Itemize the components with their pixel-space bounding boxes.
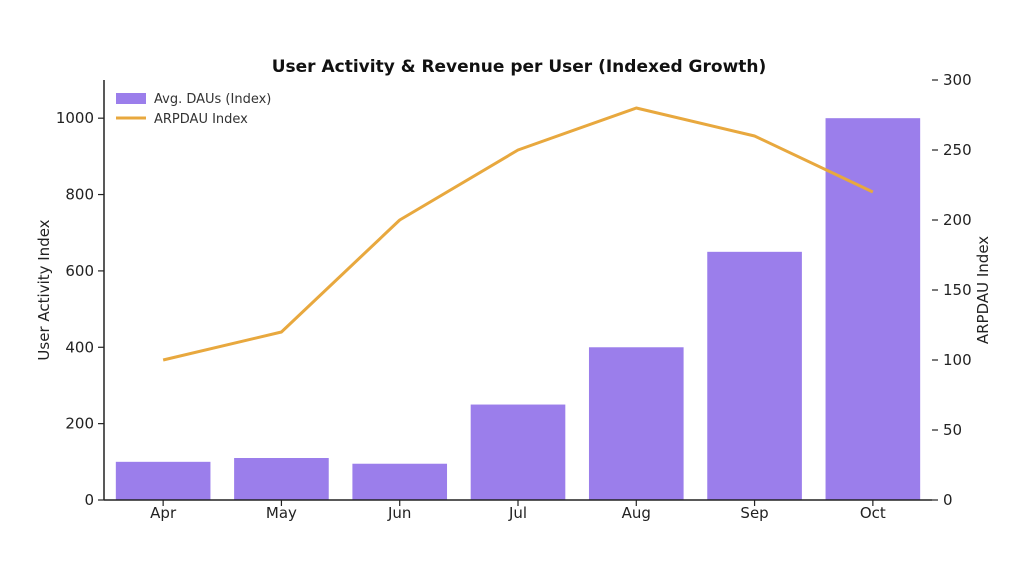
line-series — [162, 106, 874, 362]
x-tick-label: Jun — [387, 504, 411, 522]
bar-series — [115, 118, 921, 500]
tick-labels: 0 200 400 600 800 1000 0 50 100 150 200 250 300 Apr Ma… — [56, 71, 972, 522]
y-right-tick-label: 100 — [943, 351, 972, 369]
y-axis-left-label: User Activity Index — [35, 219, 53, 360]
y-right-tick-label: 200 — [943, 211, 972, 229]
y-right-tick-label: 150 — [943, 281, 972, 299]
y-axis-right-label: ARPDAU Index — [974, 236, 992, 344]
bar-jul — [470, 404, 566, 500]
y-right-tick-label: 0 — [943, 491, 953, 509]
x-tick-label: May — [266, 504, 297, 522]
y-right-tick-label: 250 — [943, 141, 972, 159]
x-tick-label: Oct — [860, 504, 886, 522]
y-left-tick-label: 200 — [65, 415, 94, 433]
y-left-tick-label: 1000 — [56, 109, 94, 127]
bar-jun — [352, 463, 448, 500]
y-left-tick-label: 600 — [65, 262, 94, 280]
y-right-tick-label: 300 — [943, 71, 972, 89]
bar-sep — [707, 251, 802, 500]
x-tick-label: Aug — [622, 504, 651, 522]
x-tick-label: Apr — [150, 504, 177, 522]
legend-bar-swatch — [116, 93, 146, 104]
chart-title: User Activity & Revenue per User (Indexe… — [272, 57, 767, 77]
x-tick-label: Sep — [740, 504, 768, 522]
x-tick-label: Jul — [508, 504, 527, 522]
legend: Avg. DAUs (Index) ARPDAU Index — [116, 92, 271, 127]
bar-oct — [825, 118, 921, 500]
y-left-tick-label: 0 — [84, 491, 94, 509]
bar-aug — [588, 347, 684, 500]
y-left-tick-label: 400 — [65, 338, 94, 356]
y-right-tick-label: 50 — [943, 421, 962, 439]
bar-apr — [115, 461, 211, 500]
legend-bar-label: Avg. DAUs (Index) — [154, 92, 271, 107]
bar-may — [234, 458, 329, 500]
y-left-tick-label: 800 — [65, 186, 94, 204]
legend-line-label: ARPDAU Index — [154, 112, 248, 127]
